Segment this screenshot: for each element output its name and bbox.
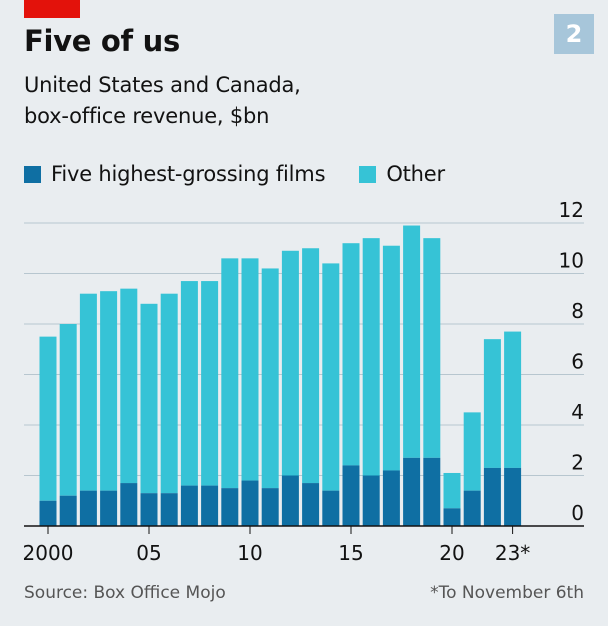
bar-top5-2009 xyxy=(221,488,239,526)
bar-top5-2013 xyxy=(302,483,320,526)
y-tick-labels: 0 2 4 6 8 10 12 xyxy=(559,198,584,525)
bar-other-2015 xyxy=(342,243,360,466)
chart-number-badge: 2 xyxy=(554,14,594,54)
bar-top5-2010 xyxy=(241,480,259,526)
footnote: *To November 6th xyxy=(430,583,584,603)
legend-label-top5: Five highest-grossing films xyxy=(51,162,326,186)
bar-other-2014 xyxy=(322,263,340,491)
bar-top5-2017 xyxy=(382,470,400,526)
x-tick-label-2000: 2000 xyxy=(23,541,74,565)
bar-other-2013 xyxy=(302,248,320,484)
y-tick-label-6: 6 xyxy=(571,350,584,374)
y-tick-label-0: 0 xyxy=(571,501,584,525)
bar-top5-2007 xyxy=(180,485,198,526)
bar-top5-2001 xyxy=(59,495,77,526)
y-tick-label-12: 12 xyxy=(559,198,584,222)
bar-top5-2021 xyxy=(463,490,481,526)
x-axis xyxy=(24,525,584,534)
y-tick-label-10: 10 xyxy=(559,249,584,273)
bar-other-2001 xyxy=(59,324,77,496)
bar-top5-2004 xyxy=(120,483,138,526)
bar-top5-2023 xyxy=(504,467,522,526)
x-tick-label-23*: 23* xyxy=(495,541,530,565)
bar-other-2012 xyxy=(281,250,299,476)
bar-top5-2016 xyxy=(362,475,380,526)
bar-top5-2020 xyxy=(443,508,461,526)
bar-top5-2011 xyxy=(261,488,279,526)
y-tick-label-4: 4 xyxy=(571,400,584,424)
bar-other-2008 xyxy=(201,281,219,486)
legend-swatch-top5 xyxy=(24,165,41,183)
bar-top5-2022 xyxy=(483,467,501,526)
legend-item-top5: Five highest-grossing films xyxy=(24,162,326,186)
bar-other-2018 xyxy=(403,225,421,458)
subtitle-line-1: United States and Canada, xyxy=(24,73,301,97)
x-tick-label-15: 15 xyxy=(338,541,363,565)
x-tick-label-05: 05 xyxy=(136,541,161,565)
bar-top5-2019 xyxy=(423,457,441,526)
bar-top5-2005 xyxy=(140,493,158,526)
bars xyxy=(39,225,522,526)
bar-other-2002 xyxy=(79,293,97,491)
bar-other-2007 xyxy=(180,281,198,486)
bar-other-2006 xyxy=(160,293,178,494)
bar-top5-2006 xyxy=(160,493,178,526)
bar-other-2009 xyxy=(221,258,239,489)
subtitle-line-2: box-office revenue, $bn xyxy=(24,104,270,128)
chart-subtitle: United States and Canada, box-office rev… xyxy=(24,70,301,132)
y-tick-label-2: 2 xyxy=(571,451,584,475)
bar-top5-2003 xyxy=(100,490,118,526)
bar-top5-2014 xyxy=(322,490,340,526)
x-tick-label-20: 20 xyxy=(439,541,464,565)
legend-label-other: Other xyxy=(386,162,445,186)
bar-other-2023 xyxy=(504,331,522,468)
bar-other-2019 xyxy=(423,238,441,458)
legend-item-other: Other xyxy=(359,162,445,186)
bar-top5-2008 xyxy=(201,485,219,526)
bar-other-2005 xyxy=(140,303,158,494)
bar-top5-2015 xyxy=(342,465,360,526)
bar-other-2004 xyxy=(120,288,138,484)
chart-legend: Five highest-grossing films Other xyxy=(24,162,479,186)
bar-other-2021 xyxy=(463,412,481,491)
x-tick-labels: 2000 05 10 15 20 23* xyxy=(23,541,531,565)
brand-tag xyxy=(24,0,80,18)
y-tick-label-8: 8 xyxy=(571,299,584,323)
bar-top5-2012 xyxy=(281,475,299,526)
bar-other-2016 xyxy=(362,238,380,476)
bar-top5-2018 xyxy=(403,457,421,526)
bar-top5-2002 xyxy=(79,490,97,526)
bar-other-2010 xyxy=(241,258,259,481)
bar-other-2022 xyxy=(483,339,501,468)
bar-other-2020 xyxy=(443,472,461,509)
bar-other-2011 xyxy=(261,268,279,489)
bar-other-2003 xyxy=(100,291,118,491)
x-tick-label-10: 10 xyxy=(237,541,262,565)
bar-top5-2000 xyxy=(39,500,57,526)
bar-other-2017 xyxy=(382,245,400,471)
legend-swatch-other xyxy=(359,165,377,183)
bar-other-2000 xyxy=(39,336,57,501)
source-note: Source: Box Office Mojo xyxy=(24,583,226,603)
chart-title: Five of us xyxy=(24,24,180,58)
